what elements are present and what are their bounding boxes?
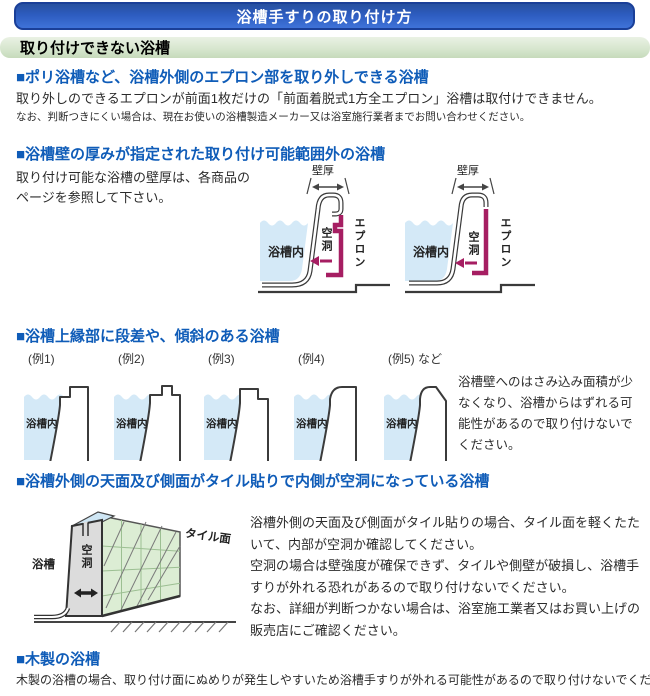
rim-examples-row: (例1) 浴槽内 (例2) 浴槽内 (例3) 浴槽内 (例4) <box>22 350 460 461</box>
water-area <box>260 220 308 281</box>
rim-example-3-label: (例3) <box>208 352 235 366</box>
tile-hatch-lines <box>103 521 181 613</box>
rim-example-5: (例5) など 浴槽内 <box>382 350 460 461</box>
floor-line <box>405 283 535 294</box>
section3-heading: ■浴槽上縁部に段差や、傾斜のある浴槽 <box>16 328 280 345</box>
floor-line <box>258 283 390 294</box>
section4-heading: ■浴槽外側の天面及び側面がタイル貼りで内側が空洞になっている浴槽 <box>16 473 490 490</box>
section2-body: 取り付け可能な浴槽の壁厚は、各商品の ページを参照して下さい。 <box>16 168 250 208</box>
rim-profile <box>229 388 269 461</box>
tub-floor-inner <box>34 607 69 618</box>
section5-heading: ■木製の浴槽 <box>16 651 101 668</box>
rim-example-2-label: (例2) <box>118 352 145 366</box>
apron-label: エプロン <box>499 217 511 269</box>
ground-hatching <box>110 621 229 633</box>
section4-body: 浴槽外側の天面及び側面がタイル貼りの場合、タイル面を軽くたたいて、内部が空洞か確… <box>250 512 642 641</box>
rim-example-3-svg <box>204 388 269 461</box>
cavity-arrow-head-left <box>74 588 81 598</box>
tub-wall-diagram-2-svg <box>405 177 535 294</box>
rim-example-5-svg <box>384 386 447 461</box>
section4-body-p1: 浴槽外側の天面及び側面がタイル貼りの場合、タイル面を軽くたたいて、内部が空洞か確… <box>250 515 641 552</box>
section1-note: なお、判断つきにくい場合は、現在お使いの浴槽製造メーカー又は浴室施行業者までお問… <box>16 111 531 123</box>
inside-tub-label: 浴槽内 <box>116 418 148 430</box>
section2-heading: ■浴槽壁の厚みが指定された取り付け可能範囲外の浴槽 <box>16 146 386 163</box>
inside-tub-label: 浴槽内 <box>26 418 58 430</box>
dimension-arrow-left <box>457 183 464 191</box>
inside-tub-label: 浴槽内 <box>386 418 418 430</box>
wall-thickness-label: 壁厚 <box>457 165 479 177</box>
tile-wall-diagram: 浴槽 空洞 タイル面 <box>28 496 243 638</box>
rim-example-2: (例2) 浴槽内 <box>112 350 190 461</box>
rim-profile <box>409 386 447 461</box>
section3-note: 浴槽壁へのはさみ込み面積が少なくなり、浴槽からはずれる可能性があるので取り付けな… <box>458 375 634 452</box>
tile-wall-diagram-svg <box>34 511 236 633</box>
tub-label: 浴槽 <box>32 559 55 571</box>
section5-body: 木製の浴槽の場合、取り付け面にぬめりが発生しやすいため浴槽手すりが外れる可能性が… <box>16 673 650 687</box>
inside-tub-label: 浴槽内 <box>206 418 238 430</box>
section-banner: 取り付けできない浴槽 <box>0 37 650 58</box>
apron-line <box>326 215 344 278</box>
dimension-arrow-right <box>337 183 344 191</box>
rim-example-1-svg <box>24 386 89 461</box>
section2-body-line1: 取り付け可能な浴槽の壁厚は、各商品の <box>16 170 251 185</box>
apron-label: エプロン <box>353 217 365 269</box>
dimension-ticks <box>451 177 495 195</box>
tile-wall-base-line <box>101 594 181 618</box>
rim-example-3: (例3) 浴槽内 <box>202 350 280 461</box>
cavity-arrow-head <box>455 258 464 268</box>
cavity-label: 空洞 <box>80 544 92 570</box>
rim-example-1: (例1) 浴槽内 <box>22 350 100 461</box>
rim-example-4-svg <box>294 386 357 461</box>
cavity-label: 空洞 <box>467 231 479 257</box>
cavity-arrow-head-right <box>91 588 98 598</box>
tub-wall-diagram-1: 壁厚 浴槽内 空洞 エプロン <box>256 165 396 313</box>
tub-wall-inner <box>409 193 488 285</box>
page-title: 浴槽手すりの取り付け方 <box>14 2 635 30</box>
section2-body-line2: ページを参照して下さい。 <box>16 190 172 205</box>
section1-heading: ■ポリ浴槽など、浴槽外側のエプロン部を取り外しできる浴槽 <box>16 69 429 86</box>
tub-wall-diagram-1-svg <box>258 177 390 294</box>
dimension-arrow-left <box>312 183 319 191</box>
rim-example-4: (例4) 浴槽内 <box>292 350 370 461</box>
rim-profile <box>139 385 181 461</box>
rim-example-4-label: (例4) <box>298 352 325 366</box>
cavity-label: 空洞 <box>320 227 332 253</box>
inside-tub-label: 浴槽内 <box>413 245 450 259</box>
rim-example-1-label: (例1) <box>28 352 55 366</box>
tub-wall-diagram-2: 壁厚 浴槽内 空洞 エプロン <box>405 165 540 313</box>
cavity-arrow-head <box>310 256 319 266</box>
water-area <box>405 220 453 281</box>
section1-body: 取り外しのできるエプロンが前面1枚だけの「前面着脱式1方全エプロン」浴槽は取付け… <box>16 91 602 106</box>
inside-tub-label: 浴槽内 <box>296 418 328 430</box>
apron-line <box>472 209 489 276</box>
dimension-ticks <box>306 177 350 195</box>
section4-body-p2: 空洞の場合は壁強度が確保できず、タイルや側壁が破損し、浴槽手すりが外れる恐れがあ… <box>250 558 640 595</box>
tub-wall-inner <box>262 193 343 287</box>
rim-example-5-label: (例5) など <box>388 352 443 366</box>
rim-example-2-svg <box>114 385 181 461</box>
dimension-arrow-right <box>482 183 489 191</box>
notch-gap <box>82 521 89 526</box>
rim-profile <box>49 386 89 461</box>
rim-profile <box>319 386 357 461</box>
wall-thickness-label: 壁厚 <box>312 165 334 177</box>
section4-body-p3: なお、詳細が判断つかない場合は、浴室施工業者又はお買い上げの販売店にご確認くださ… <box>250 601 641 638</box>
inside-tub-label: 浴槽内 <box>268 245 305 259</box>
